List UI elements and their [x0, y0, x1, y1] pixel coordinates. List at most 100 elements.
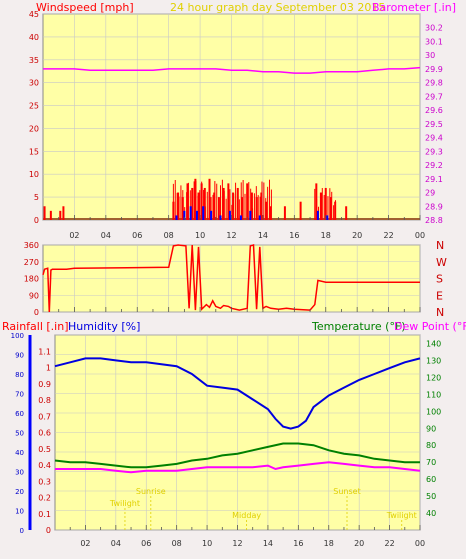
wind-x-tick-label: 00 [415, 231, 425, 240]
windspeed-bar [324, 187, 327, 220]
humidity-tick-label: 20 [15, 488, 24, 496]
windspeed-axis-title: Windspeed [mph] [36, 1, 134, 14]
windspeed-tick-label: 5 [34, 193, 39, 202]
barometer-tick-label: 28.9 [425, 202, 443, 211]
barometer-line [43, 66, 421, 74]
temperature-tick-label: 140 [426, 339, 441, 348]
barometer-tick-label: 30.2 [425, 24, 443, 33]
direction-tick-label: 360 [24, 241, 39, 250]
dewpoint-line [55, 461, 421, 474]
humidity-tick-label: 70 [15, 391, 24, 399]
compass-label: W [436, 256, 447, 269]
direction-tick-label: 270 [24, 258, 39, 267]
windspeed-tick-label: 20 [29, 124, 39, 133]
barometer-tick-label: 29.7 [425, 92, 443, 101]
windspeed-bar [43, 206, 46, 220]
sun-event-label: Twilight [386, 511, 417, 520]
windspeed-bar [62, 206, 65, 220]
windspeed-bar [232, 192, 235, 220]
sun-event-label: Sunset [333, 487, 360, 496]
humidity-axes: 02 04 06 08 10 12 14 16 18 20 22 000102030405060708… [11, 332, 442, 548]
windspeed-bar [222, 187, 225, 220]
windspeed-bar [283, 206, 286, 220]
wind-axes: 02 04 06 08 10 12 14 16 18 20 22 000510152025303540… [29, 10, 443, 240]
windspeed-bar [269, 206, 272, 220]
windspeed-bar [241, 197, 244, 220]
direction-marks [42, 244, 420, 313]
wind-x-tick-label: 02 [69, 231, 79, 240]
windspeed-bar [197, 192, 200, 220]
humidity-tick-label: 40 [15, 449, 24, 457]
barometer-tick-label: 29.5 [425, 120, 443, 129]
compass-label: E [436, 289, 443, 302]
barometer-axis-title: Barometer [.in] [372, 1, 456, 14]
temperature-tick-label: 70 [426, 458, 436, 467]
wind-x-tick-label: 10 [195, 231, 205, 240]
humidity-x-tick-label: 12 [232, 539, 242, 548]
humidity-tick-label: 80 [15, 371, 24, 379]
rainfall-tick-label: 1 [46, 364, 51, 373]
humidity-x-tick-label: 18 [324, 539, 334, 548]
humidity-x-tick-label: 00 [415, 539, 425, 548]
wind-barometer-panel: 02 04 06 08 10 12 14 16 18 20 22 000510152025303540… [29, 1, 456, 240]
windspeed-tick-label: 10 [29, 170, 39, 179]
dewpoint-axis-title: Dew Point (°F) [394, 320, 466, 333]
temperature-tick-label: 60 [426, 475, 436, 484]
compass-label: N [436, 239, 444, 252]
humidity-x-tick-label: 22 [384, 539, 394, 548]
windspeed-bar [194, 178, 197, 220]
sun-event-label: Sunrise [136, 487, 166, 496]
wind-direction-line [42, 244, 420, 313]
humidity-grid [55, 334, 421, 531]
windspeed-tick-label: 45 [29, 10, 39, 19]
barometer-tick-label: 29.2 [425, 161, 443, 170]
humidity-tick-label: 50 [15, 430, 24, 438]
sun-event-label: Midday [232, 511, 261, 520]
direction-tick-label: 180 [24, 275, 39, 284]
windspeed-tick-label: 30 [29, 79, 39, 88]
barometer-tick-label: 29.4 [425, 134, 443, 143]
wind-x-tick-label: 12 [226, 231, 236, 240]
humidity-tick-label: 30 [15, 469, 24, 477]
windspeed-bar [186, 183, 189, 220]
humidity-x-tick-label: 04 [111, 539, 121, 548]
humidity-x-tick-label: 20 [354, 539, 364, 548]
windspeed-tick-label: 25 [29, 102, 39, 111]
rainfall-tick-label: 0.3 [38, 477, 51, 486]
wind-x-tick-label: 16 [289, 231, 299, 240]
windspeed-bar [250, 192, 253, 220]
temperature-line [54, 442, 420, 469]
rainfall-tick-label: 0.8 [38, 396, 51, 405]
windspeed-bar [49, 210, 52, 220]
wind-x-tick-label: 22 [383, 231, 393, 240]
sun-event-label: Twilight [109, 499, 140, 508]
windspeed-tick-label: 35 [29, 56, 39, 65]
humidity-x-tick-label: 16 [293, 539, 303, 548]
humidity-tick-label: 10 [15, 508, 24, 516]
windspeed-tick-label: 40 [29, 33, 39, 42]
temperature-tick-label: 50 [426, 492, 436, 501]
rainfall-tick-label: 0.7 [38, 412, 51, 421]
temperature-tick-label: 80 [426, 441, 436, 450]
wind-x-tick-label: 04 [101, 231, 111, 240]
barometer-tick-label: 29 [425, 189, 435, 198]
barometer-tick-label: 30 [425, 51, 435, 60]
wind-x-tick-label: 06 [132, 231, 142, 240]
humidity-x-tick-label: 14 [263, 539, 273, 548]
windspeed-bar [329, 197, 332, 220]
windspeed-tick-label: 0 [34, 216, 39, 225]
direction-tick-label: 0 [34, 308, 39, 317]
temperature-tick-label: 40 [426, 509, 436, 518]
humidity-tick-label: 100 [11, 332, 24, 340]
rainfall-tick-label: 0.2 [38, 494, 51, 503]
wind-x-tick-label: 18 [321, 231, 331, 240]
windspeed-tick-label: 15 [29, 147, 39, 156]
humidity-x-tick-label: 08 [172, 539, 182, 548]
temperature-axis-title: Temperature (°F) [311, 320, 406, 333]
barometer-tick-label: 29.8 [425, 79, 443, 88]
barometer-tick-label: 30.1 [425, 37, 443, 46]
wind-x-tick-label: 08 [164, 231, 174, 240]
